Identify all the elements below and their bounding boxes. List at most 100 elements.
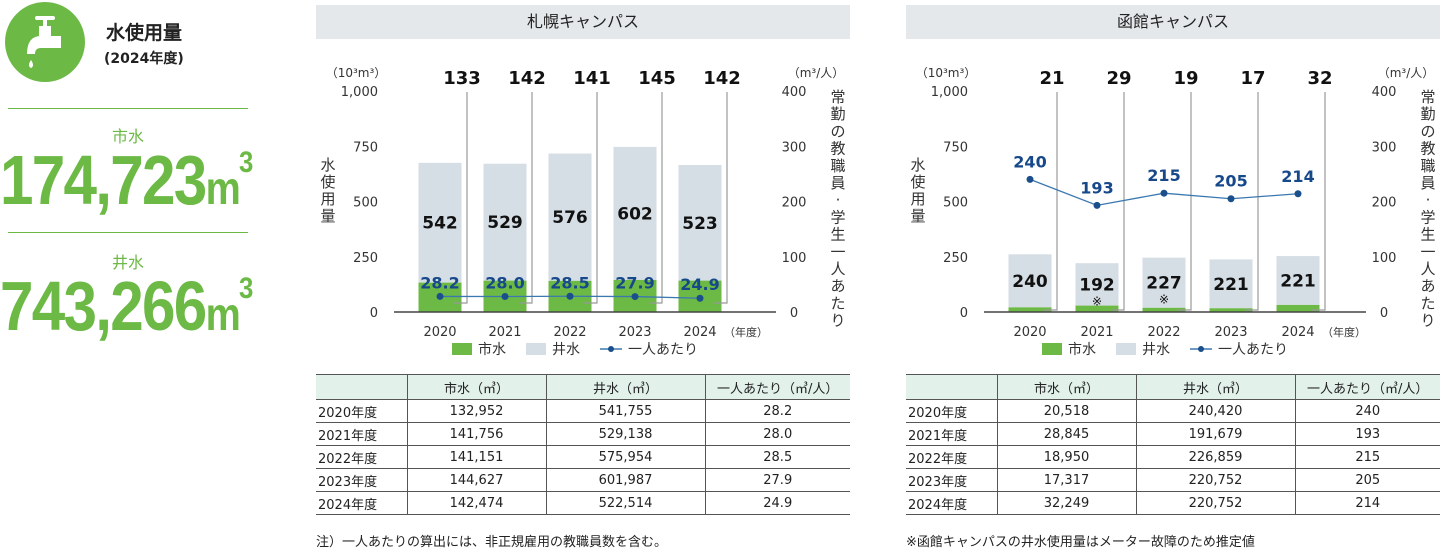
y2-tick-label: 400 xyxy=(1372,85,1397,100)
table-header: 市水（㎥） 井水（㎥） 一人あたり（㎥/人） xyxy=(906,374,1440,400)
legend-line-point xyxy=(1198,346,1204,352)
table-row: 2021年度 28,845 191,679 193 xyxy=(906,422,1440,446)
y-axis-unit: （10³m³） xyxy=(916,66,977,80)
well-water-value: 576 xyxy=(552,208,588,228)
per-person-label: 214 xyxy=(1281,167,1314,186)
legend-city-label: 市水 xyxy=(478,341,506,358)
panel-title: 札幌キャンパス xyxy=(316,5,850,39)
callout-line xyxy=(1312,92,1326,311)
table-row: 2022年度 18,950 226,859 215 xyxy=(906,445,1440,469)
legend-line-point xyxy=(608,346,614,352)
table-cell: 2022年度 xyxy=(906,445,997,469)
y2-axis-title-char: 生 xyxy=(830,226,845,244)
sapporo-chart: （10³m³） （m³/人） 0 250 500 750 1,000 0 100 200 300 40… xyxy=(320,66,845,358)
table-cell: 2021年度 xyxy=(906,422,997,446)
callout-line xyxy=(1044,92,1058,311)
city-water-number: 174,723 xyxy=(0,141,207,219)
table-cell: 575,954 xyxy=(545,445,705,469)
y-axis-title-char: 用 xyxy=(320,190,335,208)
well-water-value: 542 xyxy=(422,214,458,234)
well-water-value: 529 xyxy=(487,213,523,233)
y-tick-label: 0 xyxy=(960,306,968,321)
y-tick-label: 500 xyxy=(943,196,968,211)
well-water-value: 602 xyxy=(617,204,653,224)
y-tick-label: 250 xyxy=(943,251,968,266)
y2-axis-title-char: 学 xyxy=(830,208,845,226)
y2-axis-title-char: 職 xyxy=(1420,157,1435,175)
y2-axis-title-char: あ xyxy=(830,277,845,295)
per-person-label: 28.0 xyxy=(485,274,524,293)
city-water-value: 17 xyxy=(1240,68,1265,89)
footnote: 注）一人あたりの算出には、非正規雇用の教職員数を含む。 xyxy=(316,535,668,550)
unit-sup: 3 xyxy=(239,146,253,179)
well-water-bar xyxy=(1276,256,1320,305)
y-tick-label: 500 xyxy=(353,196,378,211)
y-axis-title-char: 水 xyxy=(910,156,925,174)
y2-axis-title-char: 勤 xyxy=(1420,105,1435,123)
faucet-icon xyxy=(5,2,85,82)
well-water-value: 743,266m3 xyxy=(0,266,253,346)
table-cell: 2022年度 xyxy=(316,445,407,469)
table-row: 2024年度 32,249 220,752 214 xyxy=(906,491,1440,515)
column-header xyxy=(906,374,997,400)
per-person-label: 193 xyxy=(1080,178,1113,197)
table-cell: 27.9 xyxy=(704,468,850,492)
city-water-value: 142 xyxy=(703,68,741,89)
per-person-point xyxy=(1093,201,1101,209)
legend-well-swatch xyxy=(526,343,546,355)
table-row: 2021年度 141,756 529,138 28.0 xyxy=(316,422,850,446)
table-cell: 24.9 xyxy=(704,491,850,515)
y-axis-title-char: 量 xyxy=(320,207,335,225)
well-water-value: 523 xyxy=(682,214,718,234)
y-tick-label: 250 xyxy=(353,251,378,266)
y2-axis-title-char: 一 xyxy=(830,243,845,261)
per-person-point xyxy=(566,292,574,300)
column-header xyxy=(316,374,407,400)
x-tick-label: 2020 xyxy=(423,325,456,340)
column-header: 井水（㎥） xyxy=(1135,374,1295,400)
table-row: 2023年度 144,627 601,987 27.9 xyxy=(316,468,850,492)
legend-city-swatch xyxy=(1042,343,1062,355)
table-cell: 141,756 xyxy=(406,422,546,446)
city-water-bar xyxy=(1142,307,1186,312)
per-person-label: 24.9 xyxy=(680,275,719,294)
column-header: 市水（㎥） xyxy=(996,374,1136,400)
legend-line-label: 一人あたり xyxy=(1218,342,1288,358)
well-water-bar xyxy=(678,165,722,281)
x-tick-label: 2021 xyxy=(488,325,521,340)
y2-axis-title-char: · xyxy=(836,191,841,209)
per-person-point xyxy=(501,293,509,301)
table-header: 市水（㎥） 井水（㎥） 一人あたり（㎥/人） xyxy=(316,374,850,400)
sapporo-table: 市水（㎥） 井水（㎥） 一人あたり（㎥/人） 2020年度 132,952 541,755… xyxy=(316,374,850,515)
callout-line xyxy=(1178,92,1192,311)
city-water-value: 29 xyxy=(1106,68,1131,89)
x-axis-suffix: （年度） xyxy=(1322,325,1366,339)
y2-axis-title-char: 勤 xyxy=(830,105,845,123)
y2-tick-label: 200 xyxy=(1372,196,1397,211)
city-water-bar xyxy=(1075,305,1119,312)
well-water-value: 227 xyxy=(1146,274,1182,294)
well-water-value: 221 xyxy=(1213,275,1249,295)
well-water-value: 221 xyxy=(1280,272,1316,292)
table-cell: 240 xyxy=(1294,399,1440,423)
table-cell: 522,514 xyxy=(545,491,705,515)
city-water-value: 133 xyxy=(443,68,481,89)
city-water-label: 市水 xyxy=(111,127,144,146)
city-water-bar xyxy=(1276,304,1320,312)
x-tick-label: 2023 xyxy=(1214,325,1247,340)
y2-axis-title-char: 教 xyxy=(1420,140,1435,158)
table-cell: 2024年度 xyxy=(906,491,997,515)
well-water-bar xyxy=(1075,263,1119,306)
y2-tick-label: 400 xyxy=(782,85,807,100)
estimate-mark: ※ xyxy=(1159,293,1169,307)
table-cell: 529,138 xyxy=(545,422,705,446)
table-cell: 28.2 xyxy=(704,399,850,423)
well-water-bar xyxy=(1142,257,1186,308)
table-cell: 20,518 xyxy=(996,399,1136,423)
summary-title: 水使用量 xyxy=(106,22,183,44)
legend-line-label: 一人あたり xyxy=(628,342,698,358)
city-water-value: 19 xyxy=(1173,68,1198,89)
city-water-value: 142 xyxy=(508,68,546,89)
city-water-bar xyxy=(1209,308,1253,312)
hakodate-table: 市水（㎥） 井水（㎥） 一人あたり（㎥/人） 2020年度 20,518 240,420 2… xyxy=(906,374,1440,515)
